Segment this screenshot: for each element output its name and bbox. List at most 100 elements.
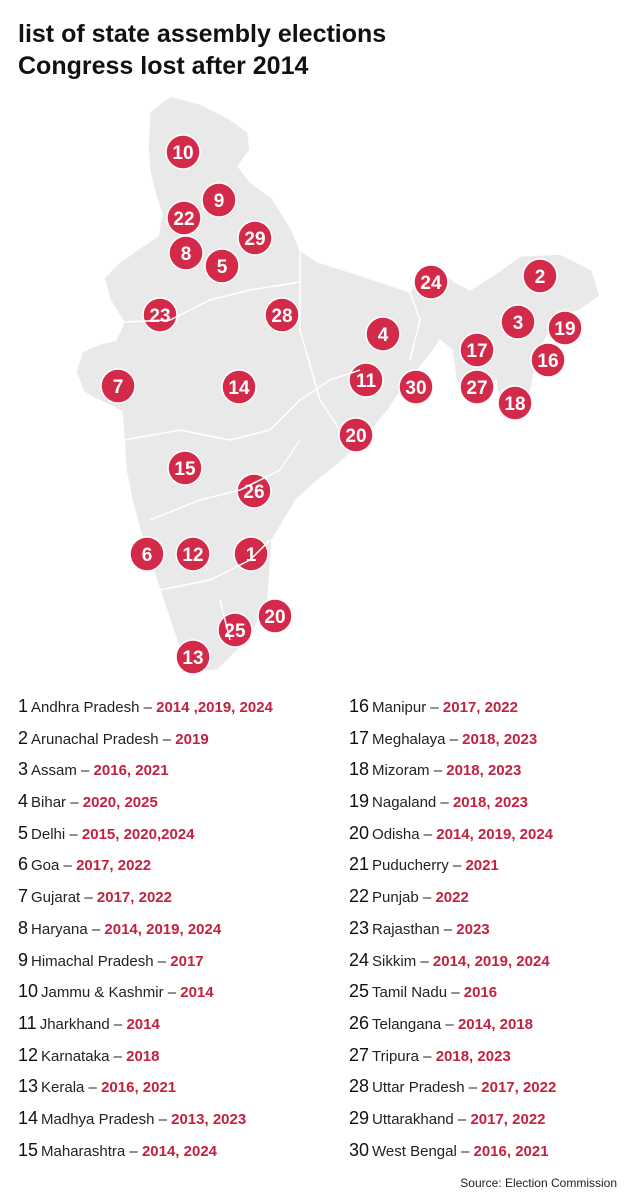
map-pin-label: 11 (356, 371, 377, 392)
map-pin-2: 2 (522, 258, 558, 294)
map-pin-30: 30 (398, 369, 434, 405)
election-years: 2014, 2018 (457, 1015, 534, 1033)
state-row: 13 Kerala – 2016, 2021 (18, 1076, 338, 1108)
state-number: 11 (18, 1012, 37, 1033)
state-row: 18 Mizoram – 2018, 2023 (349, 759, 629, 791)
map-pin-8: 8 (168, 235, 204, 271)
map-pin-circle (167, 450, 203, 486)
map-pin-circle (497, 385, 533, 421)
map-pin-26: 26 (236, 473, 272, 509)
map-pin-4: 4 (365, 316, 401, 352)
separator: – (447, 984, 464, 1002)
map-pin-label: 17 (466, 341, 487, 362)
separator: – (139, 699, 157, 716)
state-list-left: 1 Andhra Pradesh – 2014 ,2019, 2024 2 Aruna… (18, 696, 338, 1171)
map-pin-label: 10 (172, 143, 193, 164)
map-pin-10: 10 (165, 134, 201, 170)
state-number: 30 (349, 1139, 370, 1160)
state-name: Goa (31, 857, 60, 875)
map-pin-circle (338, 417, 374, 453)
separator: – (426, 699, 443, 716)
election-years: 2017, 2022 (481, 1079, 557, 1097)
map-pin-circle (398, 369, 434, 405)
map-pin-label: 13 (182, 648, 203, 669)
map-pin-16: 16 (530, 342, 566, 378)
state-name: Uttarakhand (372, 1110, 454, 1128)
map-pin-3: 3 (500, 304, 536, 340)
map-pin-circle (129, 536, 165, 572)
separator: – (80, 889, 97, 907)
state-list-right: 16 Manipur – 2017, 2022 17 Meghalaya – 2018… (349, 696, 629, 1171)
state-number: 3 (18, 759, 29, 780)
separator: – (464, 1079, 482, 1097)
state-name: West Bengal (372, 1142, 457, 1160)
state-borders (123, 250, 421, 641)
separator: – (445, 730, 463, 748)
map-pin-label: 3 (513, 313, 524, 334)
state-number: 5 (18, 822, 29, 843)
map-pin-circle (217, 612, 253, 648)
election-years: 2016, 2021 (101, 1079, 177, 1097)
map-pin-label: 8 (181, 244, 192, 265)
separator: – (154, 1110, 172, 1128)
state-number: 18 (349, 759, 370, 780)
map-pin-label: 5 (217, 257, 228, 278)
map-pin-label: 12 (182, 545, 203, 566)
separator: – (65, 825, 82, 843)
map-pin-circle (100, 368, 136, 404)
state-number: 28 (349, 1076, 370, 1097)
map-pin-circle (168, 235, 204, 271)
map-pin-24: 24 (413, 264, 449, 300)
state-name: Punjab (372, 889, 419, 907)
state-row: 14 Madhya Pradesh – 2013, 2023 (18, 1108, 338, 1140)
election-years: 2018, 2023 (452, 794, 529, 812)
state-name: Telangana (372, 1015, 442, 1033)
map-pin-label: 7 (113, 377, 124, 398)
state-row: 15 Maharashtra – 2014, 2024 (18, 1140, 338, 1172)
map-pin-circle (221, 369, 257, 405)
state-row: 12 Karnataka – 2018 (18, 1045, 338, 1077)
map-pin-circle (233, 536, 269, 572)
map-pin-19: 19 (547, 310, 583, 346)
map-pin-circle (142, 297, 178, 333)
state-number: 16 (349, 696, 370, 716)
election-years: 2017, 2022 (96, 889, 172, 907)
state-name: Madhya Pradesh (41, 1110, 155, 1128)
state-row: 11 Jharkhand – 2014 (18, 1013, 338, 1045)
map-pin-label: 23 (149, 306, 170, 327)
separator: – (153, 952, 171, 970)
map-pin-label: 29 (244, 229, 265, 250)
title-line-2: Congress lost after 2014 (18, 52, 309, 80)
election-years: 2017, 2022 (76, 857, 152, 875)
separator: – (419, 1047, 436, 1065)
state-number: 26 (349, 1012, 370, 1033)
state-row: 26 Telangana – 2014, 2018 (349, 1013, 629, 1045)
separator: – (416, 952, 433, 970)
map-pin-1: 1 (233, 536, 269, 572)
map-pin-9: 9 (201, 182, 237, 218)
map-pin-20: 20 (338, 417, 374, 453)
state-row: 3 Assam – 2016, 2021 (18, 759, 338, 791)
separator: – (163, 984, 181, 1002)
separator: – (59, 857, 77, 875)
election-years: 2018, 2023 (435, 1047, 511, 1065)
map-pin-circle (365, 316, 401, 352)
election-years: 2014, 2019, 2024 (104, 920, 222, 938)
state-number: 17 (349, 727, 370, 748)
election-years: 2014 (180, 984, 214, 1002)
map-pin-circle (166, 200, 202, 236)
state-number: 8 (18, 917, 29, 938)
state-number: 20 (349, 822, 370, 843)
state-name: Uttar Pradesh (372, 1079, 465, 1097)
election-years: 2014 ,2019, 2024 (156, 699, 273, 716)
title-line-1: list of state assembly elections (18, 20, 387, 48)
election-years: 2019 (175, 730, 209, 748)
state-name: Jharkhand (39, 1015, 110, 1033)
state-row: 25 Tamil Nadu – 2016 (349, 981, 629, 1013)
map-pin-label: 9 (214, 191, 225, 212)
map-pin-circle (257, 598, 293, 634)
state-name: Gujarat (31, 889, 81, 907)
state-row: 4 Bihar – 2020, 2025 (18, 791, 338, 823)
state-name: Arunachal Pradesh (31, 730, 159, 748)
election-years: 2014, 2019, 2024 (432, 952, 550, 970)
